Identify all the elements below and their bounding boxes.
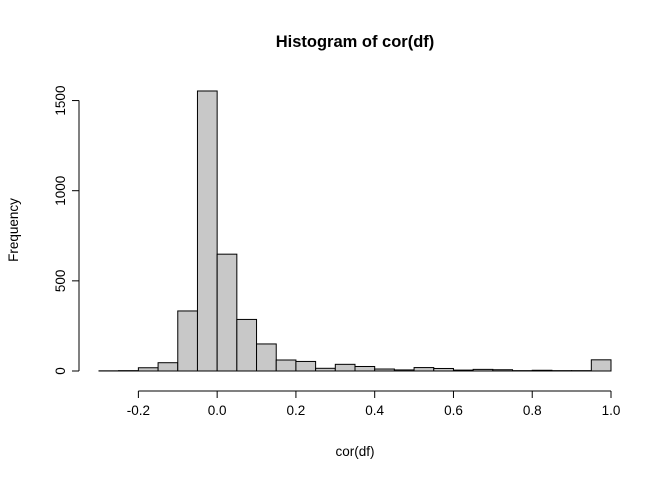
histogram-bar [590, 359, 612, 372]
y-axis-label: Frequency [6, 198, 21, 262]
histogram-bar [157, 362, 179, 372]
y-tick-label: 1000 [53, 176, 68, 206]
histogram-bar [334, 363, 356, 372]
histogram-bar [177, 310, 198, 372]
histogram-bar [492, 369, 514, 372]
y-axis: 0 500 1000 1500 [53, 86, 80, 375]
histogram-bar [295, 360, 317, 372]
histogram-bar [433, 367, 454, 372]
histogram-bars [98, 90, 612, 372]
x-tick-label: 0.6 [444, 403, 463, 418]
x-tick-label: 0.0 [208, 403, 227, 418]
histogram-bar [236, 318, 258, 372]
x-axis: -0.2 0.0 0.2 0.4 0.6 0.8 1.0 [127, 390, 621, 418]
histogram-bar [413, 367, 435, 372]
x-tick-label: 1.0 [602, 403, 621, 418]
histogram-bar [472, 368, 494, 372]
histogram-bar [393, 369, 415, 372]
y-tick-label: 500 [53, 270, 68, 293]
histogram-bar [452, 369, 474, 372]
histogram-bar [531, 369, 553, 372]
x-axis-label: cor(df) [335, 444, 374, 459]
histogram-bar [374, 368, 395, 372]
histogram-bar [315, 367, 336, 372]
chart-title: Histogram of cor(df) [276, 33, 435, 51]
histogram-bar [196, 90, 218, 372]
histogram-bar [216, 253, 238, 372]
histogram-bar [354, 365, 376, 372]
histogram-bar [256, 343, 277, 372]
histogram-bar [137, 367, 159, 372]
x-tick-label: 0.2 [287, 403, 306, 418]
x-tick-label: 0.4 [365, 403, 384, 418]
x-tick-label: -0.2 [127, 403, 150, 418]
y-tick-label: 0 [53, 367, 68, 375]
histogram-bar [275, 359, 297, 372]
x-tick-label: 0.8 [523, 403, 542, 418]
y-tick-label: 1500 [53, 86, 68, 116]
